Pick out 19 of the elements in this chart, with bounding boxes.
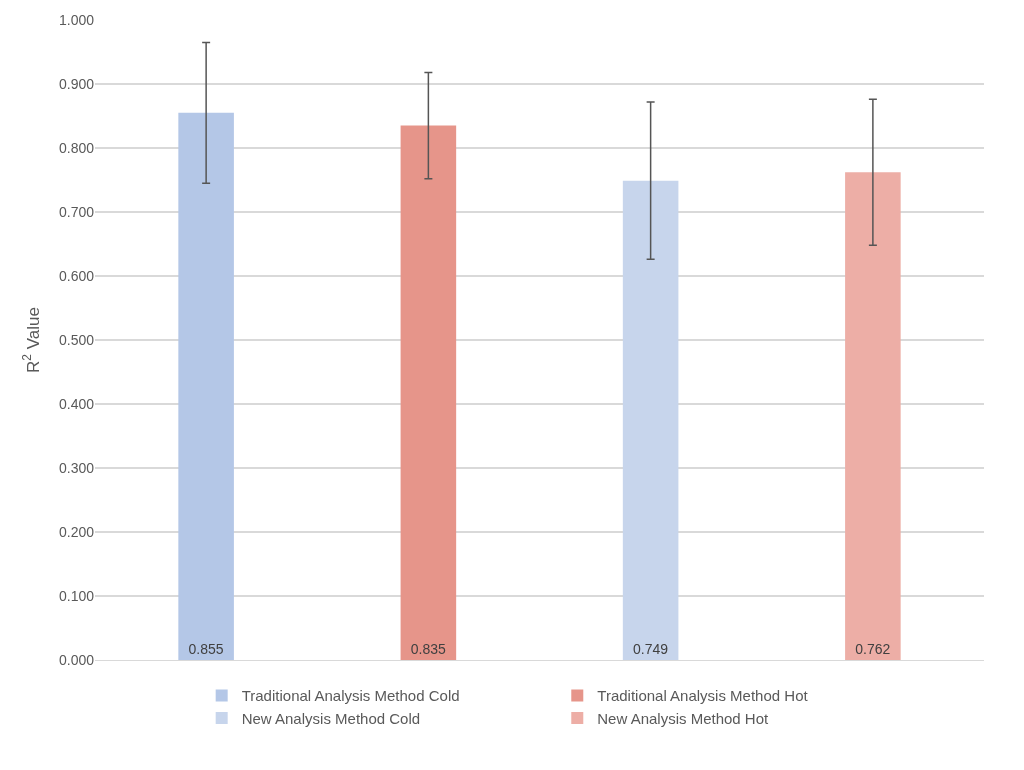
y-tick-label: 0.200 — [58, 523, 95, 540]
data-label: 0.855 — [188, 641, 224, 657]
data-label: 0.749 — [633, 641, 669, 657]
y-tick-label: 0.100 — [58, 587, 95, 604]
legend-label: Traditional Analysis Method Cold — [241, 687, 460, 705]
y-tick-label: 0.600 — [58, 267, 95, 284]
legend-label: New Analysis Method Cold — [241, 709, 421, 727]
y-tick-label: 0.000 — [58, 651, 95, 668]
y-tick-label: 0.400 — [58, 395, 95, 412]
legend-label: New Analysis Method Hot — [597, 709, 770, 727]
y-tick-label: 0.800 — [58, 139, 95, 156]
legend-label: Traditional Analysis Method Hot — [597, 687, 809, 705]
data-label: 0.835 — [410, 641, 446, 657]
y-tick-label: 0.900 — [58, 75, 95, 92]
y-tick-label: 1.000 — [58, 11, 95, 28]
y-tick-label: 0.700 — [58, 203, 95, 220]
data-label: 0.762 — [855, 641, 891, 657]
y-tick-label: 0.300 — [58, 459, 95, 476]
y-tick-label: 0.500 — [58, 331, 95, 348]
